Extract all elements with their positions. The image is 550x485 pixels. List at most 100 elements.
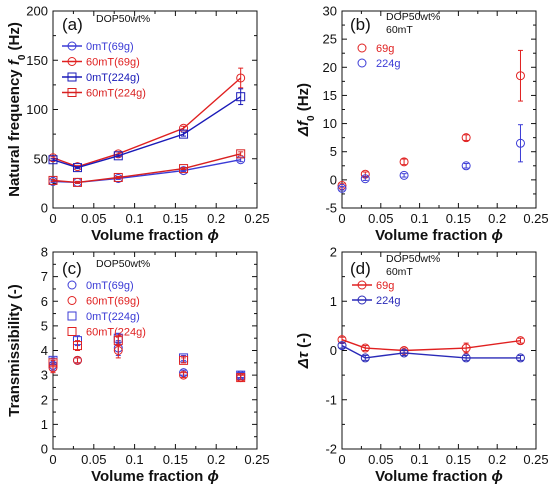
y-tick-label: 2	[330, 245, 337, 260]
data-point	[399, 170, 409, 180]
y-tick-label: 100	[26, 102, 48, 117]
series-line	[52, 96, 242, 169]
panel-note: DOP50wt%	[386, 253, 440, 265]
x-tick-label: 0.1	[126, 452, 144, 467]
legend-label: 224g	[376, 295, 400, 307]
x-tick-label: 0.25	[523, 452, 548, 467]
x-tick-label: 0.2	[207, 211, 225, 226]
y-tick-label: 200	[26, 4, 48, 19]
legend-label: 60mT(224g)	[86, 88, 146, 100]
series-2	[337, 124, 525, 193]
series-1	[48, 340, 246, 380]
panel-tag: (b)	[350, 15, 371, 34]
x-axis-label: Volume fraction ϕ	[91, 468, 219, 485]
y-tick-label: 30	[323, 4, 337, 19]
x-tick-label: 0	[338, 211, 345, 226]
y-tick-label: 1	[330, 294, 337, 309]
legend-label: 69g	[376, 43, 394, 55]
x-axis-label: Volume fraction ϕ	[375, 227, 503, 244]
data-point	[515, 71, 525, 81]
x-tick-label: 0.15	[163, 211, 188, 226]
x-tick-label: 0.1	[126, 211, 144, 226]
legend-label: 60mT(69g)	[86, 296, 140, 308]
data-point	[113, 346, 123, 355]
series-1	[337, 335, 525, 355]
x-tick-label: 0.2	[488, 211, 506, 226]
legend: 0mT(69g) 60mT(69g) 0mT(224g) 60mT(224g)	[62, 41, 146, 100]
data-point	[113, 172, 123, 182]
panel-tag: (a)	[62, 15, 83, 34]
legend-marker	[357, 58, 367, 68]
legend-marker	[67, 296, 77, 305]
series-4	[48, 149, 246, 187]
legend-marker	[67, 327, 77, 336]
data-point	[48, 358, 58, 368]
series-1	[337, 49, 525, 190]
panel-note: DOP50wt%	[386, 11, 440, 23]
x-tick-label: 0.05	[81, 211, 106, 226]
data-point	[399, 157, 409, 167]
data-point	[515, 353, 525, 363]
y-tick-label: 0	[330, 172, 337, 187]
data-point	[72, 163, 82, 173]
y-tick-label: 0	[41, 201, 48, 216]
axes-frame	[52, 251, 258, 450]
legend-marker	[67, 72, 77, 82]
data-point	[337, 341, 347, 351]
legend-marker	[67, 57, 77, 66]
x-tick-label: 0.2	[488, 452, 506, 467]
y-tick-label: -5	[325, 201, 337, 216]
legend-label: 0mT(69g)	[86, 41, 134, 53]
legend-label: 224g	[376, 58, 400, 70]
x-tick-label: 0.15	[163, 452, 188, 467]
panel-note: DOP50wt%	[96, 258, 150, 270]
data-point	[461, 343, 471, 353]
data-point	[179, 129, 189, 139]
legend-label: 0mT(224g)	[86, 311, 140, 323]
y-tick-label: 0	[330, 343, 337, 358]
data-point	[179, 370, 189, 380]
y-tick-label: -1	[325, 392, 337, 407]
axes-frame	[341, 10, 537, 209]
data-point	[113, 336, 123, 346]
y-tick-label: 8	[41, 245, 48, 260]
axes-frame	[52, 10, 258, 209]
panel-b: 0 0.05 0.1 0.15 0.2 0.25-5051015202530Volume …	[295, 4, 549, 245]
x-tick-label: 0	[49, 211, 56, 226]
legend: 0mT(69g) 60mT(69g) 0mT(224g) 60mT(224g)	[67, 280, 146, 339]
series-line	[52, 77, 242, 168]
x-tick-label: 0.05	[368, 452, 393, 467]
data-point	[72, 341, 82, 351]
y-tick-label: 10	[323, 116, 337, 131]
legend-label: 0mT(69g)	[86, 280, 134, 292]
series-2	[337, 341, 525, 363]
data-point	[72, 177, 82, 187]
x-tick-label: 0.1	[411, 452, 429, 467]
data-point	[337, 183, 347, 193]
axes-frame	[341, 251, 537, 450]
panel-d: 0 0.05 0.1 0.15 0.2 0.25 -2 -1 0 1 2 Volume fractio…	[295, 245, 549, 485]
data-point	[179, 355, 189, 365]
x-tick-label: 0.1	[411, 211, 429, 226]
x-tick-label: 0.25	[523, 211, 548, 226]
x-tick-label: 0	[49, 452, 56, 467]
data-point	[461, 161, 471, 171]
data-point	[48, 175, 58, 185]
x-tick-label: 0	[338, 452, 345, 467]
data-point	[515, 138, 525, 148]
series-2	[48, 67, 246, 172]
data-point	[236, 149, 246, 159]
x-tick-label: 0.15	[446, 211, 471, 226]
panel-a: 0 0.05 0.1 0.15 0.2 0.25 0 50 100 150 200 Volume fr…	[6, 4, 270, 245]
legend-marker	[67, 311, 77, 321]
legend-marker	[357, 43, 367, 53]
legend-label: 0mT(224g)	[86, 72, 140, 84]
x-tick-label: 0.2	[207, 452, 225, 467]
data-point	[236, 373, 246, 383]
legend-marker	[67, 41, 77, 51]
x-tick-label: 0.15	[446, 452, 471, 467]
panel-tag: (c)	[62, 259, 82, 278]
data-point	[113, 151, 123, 161]
y-tick-label: 4	[41, 343, 48, 358]
